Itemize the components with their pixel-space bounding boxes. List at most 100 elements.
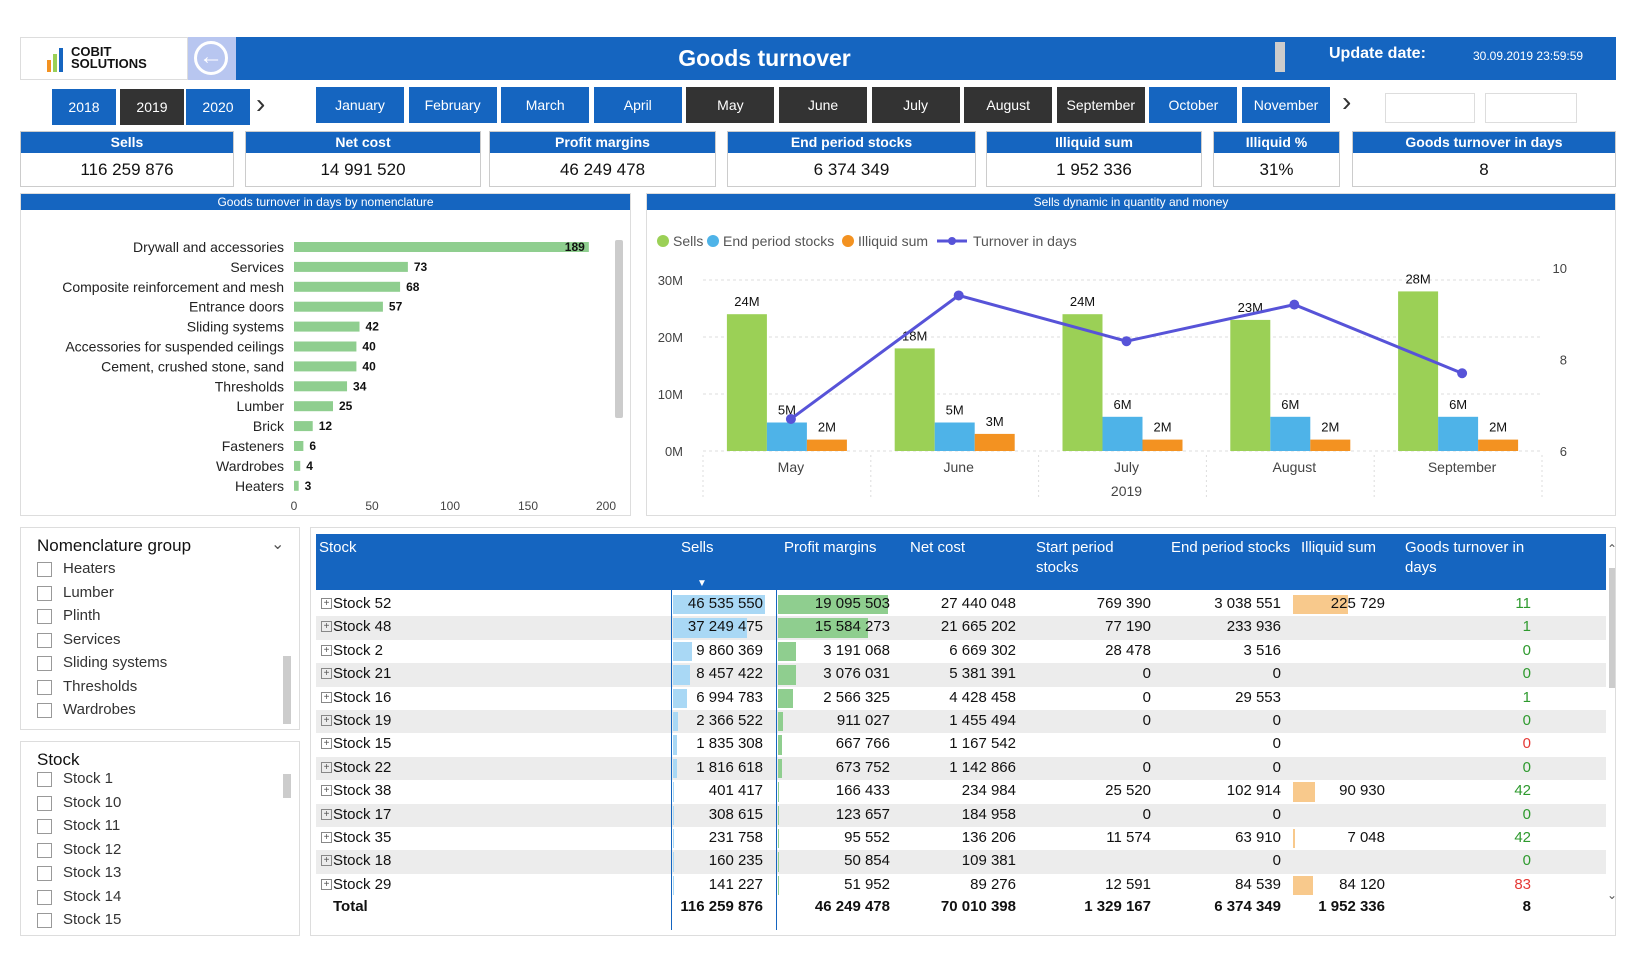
column-header[interactable]: Profit margins	[784, 539, 877, 556]
checkbox[interactable]	[37, 795, 52, 811]
checkbox[interactable]	[37, 819, 52, 834]
table-row[interactable]	[316, 710, 1606, 734]
series-bar-illiquid-sum[interactable]	[974, 433, 1015, 451]
turnover-point[interactable]	[953, 290, 964, 301]
empty-slicer-box-1[interactable]	[1385, 93, 1475, 123]
slicer-item-label[interactable]: Stock 10	[63, 793, 122, 811]
checkbox[interactable]	[37, 585, 52, 601]
column-header[interactable]: Goods turnover in days	[1405, 539, 1525, 576]
expand-icon[interactable]: +	[321, 808, 332, 820]
slicer-item-label[interactable]: Thresholds	[63, 677, 138, 695]
column-header[interactable]: Net cost	[910, 539, 966, 556]
slicer-item-label[interactable]: Stock 12	[63, 840, 122, 858]
table-row[interactable]	[316, 803, 1606, 827]
nomenclature-bar[interactable]	[294, 441, 304, 451]
series-bar-sells[interactable]	[894, 348, 935, 451]
nomenclature-bar[interactable]	[294, 421, 313, 432]
expand-icon[interactable]: +	[321, 621, 332, 633]
slicer-item-label[interactable]: Stock 14	[63, 887, 122, 905]
nomenclature-bar[interactable]	[294, 261, 408, 272]
month-february-button[interactable]: February	[408, 87, 497, 123]
table-row[interactable]	[316, 686, 1606, 710]
nomenclature-bar[interactable]	[294, 301, 383, 312]
turnover-point[interactable]	[1289, 299, 1300, 310]
column-header[interactable]: Sells	[681, 539, 714, 556]
slicer-item-label[interactable]: Stock 1	[63, 770, 114, 787]
slicer-item-label[interactable]: Stock 11	[63, 817, 121, 834]
slicer-item-label[interactable]: Wardrobes	[63, 701, 136, 718]
column-header[interactable]: Stock	[319, 539, 357, 556]
expand-icon[interactable]: +	[321, 668, 332, 680]
nomenclature-scrollbar[interactable]	[283, 656, 291, 724]
series-bar-end-period-stocks[interactable]	[1270, 416, 1311, 451]
back-button[interactable]: ←	[188, 37, 236, 80]
series-bar-end-period-stocks[interactable]	[1438, 416, 1479, 451]
series-bar-sells[interactable]	[1398, 291, 1439, 451]
scroll-down-icon[interactable]: ⌄	[1607, 888, 1615, 902]
expand-icon[interactable]: +	[321, 598, 332, 609]
table-row[interactable]	[316, 756, 1606, 781]
turnover-point[interactable]	[785, 413, 796, 424]
slicer-item-label[interactable]: Stock 15	[63, 911, 122, 928]
checkbox[interactable]	[37, 656, 52, 671]
nomenclature-bar[interactable]	[294, 341, 357, 352]
table-row[interactable]	[316, 593, 1606, 617]
table-row[interactable]	[316, 616, 1606, 640]
year-2019-button[interactable]: 2019	[120, 89, 184, 125]
table-row[interactable]	[316, 780, 1606, 804]
month-april-button[interactable]: April	[593, 87, 682, 123]
expand-icon[interactable]: +	[321, 878, 332, 890]
slicer-item-label[interactable]: Heaters	[63, 560, 116, 577]
chevron-right-icon[interactable]: ›	[256, 88, 266, 119]
slicer-item-label[interactable]: Services	[63, 630, 121, 648]
expand-icon[interactable]: +	[321, 715, 332, 726]
series-bar-illiquid-sum[interactable]	[1142, 439, 1183, 451]
nomenclature-bar[interactable]	[294, 381, 348, 392]
month-january-button[interactable]: January	[316, 87, 404, 123]
expand-icon[interactable]: +	[321, 644, 332, 656]
table-row[interactable]	[316, 663, 1606, 687]
table-row[interactable]	[316, 639, 1606, 664]
table-row[interactable]	[316, 827, 1606, 851]
nomenclature-bar[interactable]	[294, 361, 357, 372]
month-november-button[interactable]: November	[1242, 87, 1330, 123]
column-header[interactable]: End period stocks	[1171, 539, 1291, 556]
stock-scrollbar[interactable]	[283, 774, 291, 798]
year-2018-button[interactable]: 2018	[52, 89, 116, 125]
slicer-item-label[interactable]: Stock 13	[63, 864, 122, 881]
empty-slicer-box-2[interactable]	[1485, 93, 1577, 123]
month-june-button[interactable]: June	[779, 87, 867, 123]
month-september-button[interactable]: September	[1056, 87, 1145, 123]
table-scrollbar[interactable]	[1609, 568, 1615, 688]
series-bar-illiquid-sum[interactable]	[1478, 439, 1519, 451]
expand-icon[interactable]: +	[321, 761, 332, 773]
checkbox[interactable]	[37, 889, 52, 905]
checkbox[interactable]	[37, 679, 52, 695]
series-bar-end-period-stocks[interactable]	[1102, 416, 1143, 451]
series-bar-illiquid-sum[interactable]	[806, 439, 847, 451]
year-2020-button[interactable]: 2020	[186, 89, 250, 125]
scroll-up-icon[interactable]: ⌃	[1607, 542, 1615, 556]
nomenclature-bar[interactable]	[294, 281, 401, 292]
month-march-button[interactable]: March	[501, 87, 590, 123]
checkbox[interactable]	[37, 913, 52, 928]
table-row[interactable]	[316, 873, 1606, 898]
turnover-point[interactable]	[1121, 336, 1132, 347]
checkbox[interactable]	[37, 772, 52, 787]
checkbox[interactable]	[37, 562, 52, 577]
chart-scrollbar[interactable]	[615, 240, 623, 418]
chevron-down-icon[interactable]: ⌄	[271, 536, 285, 553]
column-header[interactable]: Illiquid sum	[1301, 539, 1377, 556]
table-row[interactable]	[316, 733, 1606, 757]
month-july-button[interactable]: July	[871, 87, 960, 123]
resize-handle[interactable]	[1275, 42, 1285, 72]
nomenclature-bar[interactable]	[294, 401, 333, 412]
checkbox[interactable]	[37, 842, 52, 858]
expand-icon[interactable]: +	[321, 855, 332, 867]
slicer-item-label[interactable]: Lumber	[63, 583, 114, 601]
column-header[interactable]: Start period stocks	[1036, 539, 1114, 576]
table-row[interactable]	[316, 850, 1606, 874]
checkbox[interactable]	[37, 609, 52, 624]
series-bar-sells[interactable]	[726, 314, 767, 451]
expand-icon[interactable]: +	[321, 738, 332, 750]
